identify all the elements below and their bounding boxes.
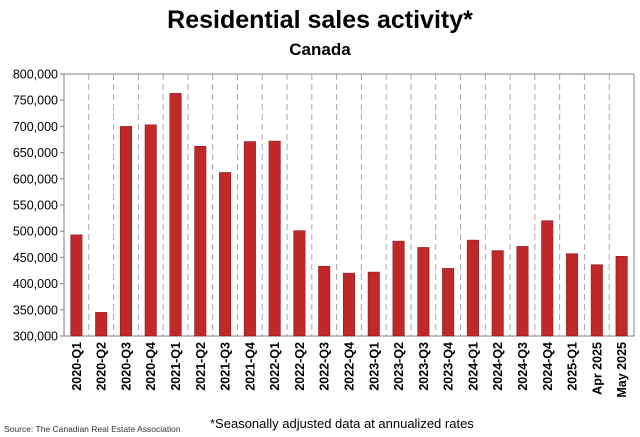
- x-tick-label: 2020-Q1: [70, 342, 84, 391]
- x-tick-label: 2021-Q3: [219, 342, 233, 391]
- bar: [466, 239, 479, 337]
- x-tick-label: 2020-Q2: [95, 342, 109, 391]
- y-tick-label: 750,000: [13, 94, 58, 108]
- y-tick-label: 800,000: [13, 68, 58, 82]
- x-tick-label: 2022-Q4: [343, 342, 357, 391]
- y-tick-label: 300,000: [13, 330, 58, 344]
- chart-title: Residential sales activity*: [167, 6, 473, 34]
- x-tick-label: 2020-Q4: [144, 342, 158, 391]
- y-tick-label: 350,000: [13, 303, 58, 317]
- x-tick-label: 2024-Q3: [516, 342, 530, 391]
- y-tick-label: 500,000: [13, 225, 58, 239]
- bar: [491, 250, 504, 337]
- x-tick-label: 2022-Q1: [268, 342, 282, 391]
- bar: [442, 268, 455, 337]
- bar: [417, 247, 430, 337]
- x-tick-label: 2022-Q3: [318, 342, 332, 391]
- x-tick-label: 2021-Q2: [194, 342, 208, 391]
- bar: [119, 126, 132, 337]
- bar: [70, 234, 83, 337]
- bar: [293, 230, 306, 337]
- bar: [194, 146, 207, 337]
- x-tick-label: 2023-Q1: [367, 342, 381, 391]
- x-tick-label: 2021-Q4: [243, 342, 257, 391]
- bar: [392, 240, 405, 337]
- chart-source: Source: The Canadian Real Estate Associa…: [4, 424, 181, 434]
- x-tick-label: Apr 2025: [590, 342, 604, 395]
- x-tick-label: 2023-Q4: [442, 342, 456, 391]
- bar: [144, 124, 157, 337]
- x-tick-label: 2024-Q1: [466, 342, 480, 391]
- x-tick-label: May 2025: [615, 342, 629, 398]
- y-tick-label: 400,000: [13, 277, 58, 291]
- bar: [367, 271, 380, 337]
- bar: [342, 272, 355, 337]
- bar: [516, 246, 529, 337]
- x-tick-label: 2024-Q4: [541, 342, 555, 391]
- chart-footnote: *Seasonally adjusted data at annualized …: [210, 416, 474, 431]
- bar: [219, 172, 232, 337]
- bar: [541, 220, 554, 337]
- x-tick-label: 2023-Q3: [417, 342, 431, 391]
- y-tick-label: 700,000: [13, 120, 58, 134]
- y-tick-label: 650,000: [13, 146, 58, 160]
- bar: [318, 266, 331, 337]
- x-tick-label: 2020-Q3: [119, 342, 133, 391]
- bar: [169, 93, 182, 337]
- bar: [95, 312, 108, 337]
- y-tick-label: 600,000: [13, 172, 58, 186]
- x-tick-label: 2024-Q2: [491, 342, 505, 391]
- bar: [590, 264, 603, 337]
- y-tick-label: 550,000: [13, 199, 58, 213]
- bar: [268, 140, 281, 337]
- chart-subtitle: Canada: [289, 40, 351, 59]
- y-tick-label: 450,000: [13, 251, 58, 265]
- bar: [243, 141, 256, 337]
- bar: [615, 256, 628, 337]
- x-tick-label: 2021-Q1: [169, 342, 183, 391]
- bar: [566, 253, 579, 337]
- x-tick-label: 2022-Q2: [293, 342, 307, 391]
- x-tick-label: 2025-Q1: [566, 342, 580, 391]
- x-tick-label: 2023-Q2: [392, 342, 406, 391]
